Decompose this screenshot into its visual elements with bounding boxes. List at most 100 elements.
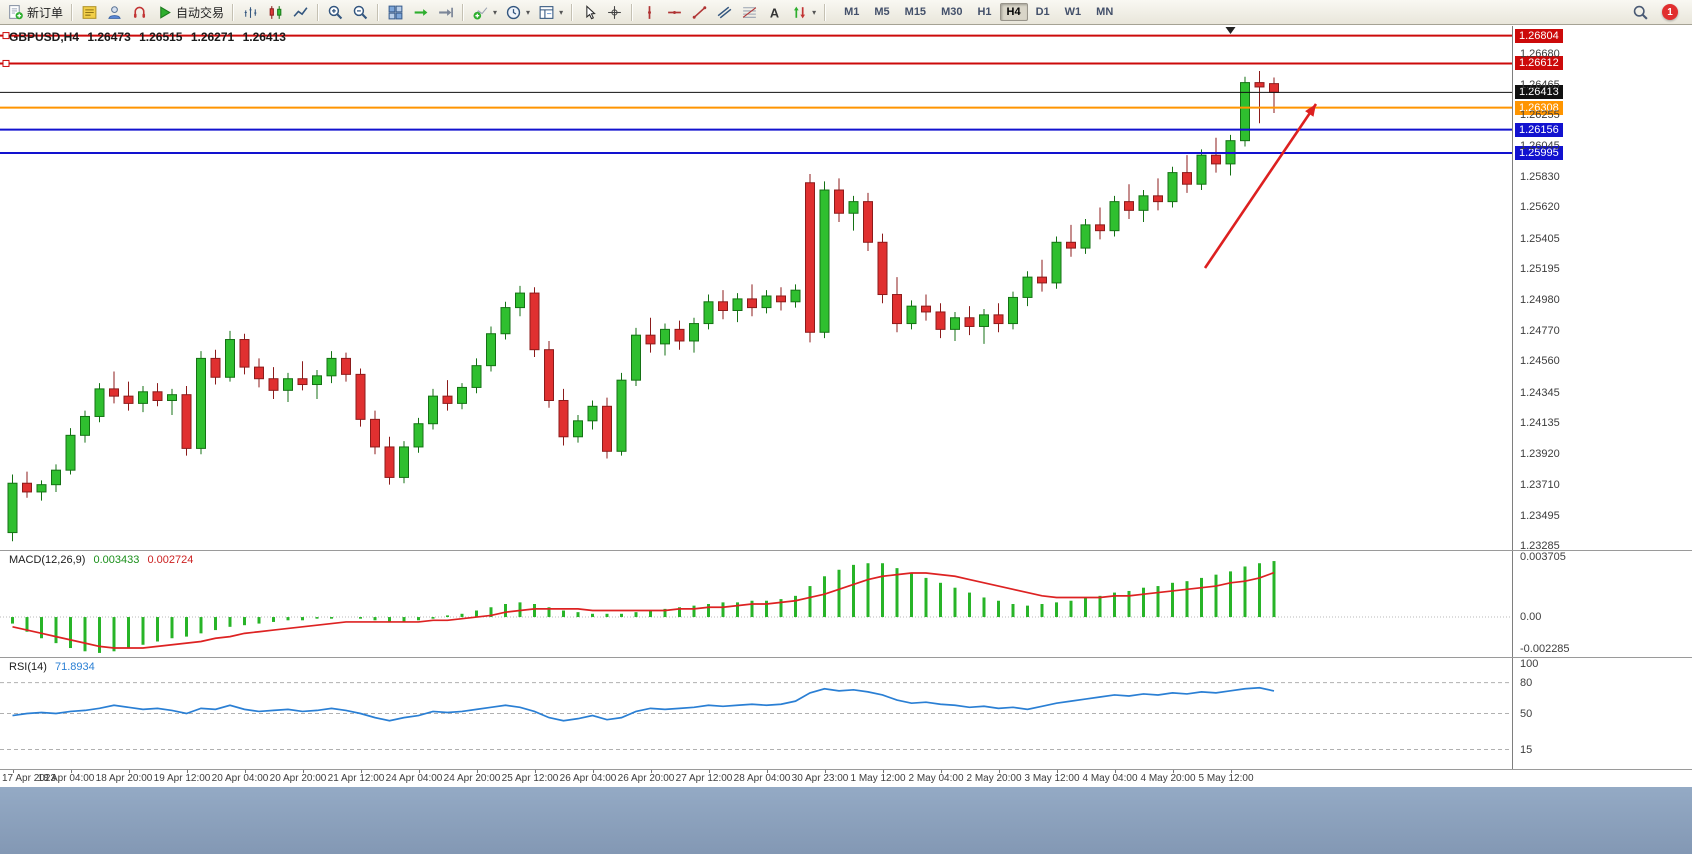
line-handle[interactable] bbox=[2, 32, 10, 40]
rsi-pane[interactable]: RSI(14) 71.8934 bbox=[0, 658, 1512, 769]
candle bbox=[1153, 195, 1163, 203]
time-axis[interactable]: 17 Apr 2023 18 Apr 04:00 18 Apr 20:00 19 Ap… bbox=[0, 770, 1692, 787]
candle bbox=[790, 289, 801, 303]
trend-arrow-annotation[interactable] bbox=[1203, 103, 1318, 269]
candle bbox=[877, 241, 888, 296]
line-handle[interactable] bbox=[2, 59, 10, 67]
hline-button[interactable] bbox=[663, 2, 686, 23]
time-axis-label: 3 May 12:00 bbox=[1024, 773, 1080, 784]
candle bbox=[152, 391, 163, 401]
templates-button[interactable]: ▾ bbox=[535, 2, 566, 23]
candle bbox=[529, 292, 540, 351]
tile-windows-button[interactable] bbox=[384, 2, 407, 23]
timeframe-button-mn[interactable]: MN bbox=[1096, 6, 1114, 18]
candle bbox=[1269, 83, 1279, 93]
price-axis-tick: 1.23710 bbox=[1520, 478, 1560, 491]
toolbar-separator bbox=[317, 3, 320, 21]
chart-shift-button[interactable] bbox=[434, 2, 457, 23]
timeframe-button-d1[interactable]: D1 bbox=[1035, 6, 1050, 18]
candlestick-plot bbox=[0, 27, 1512, 542]
templates-icon bbox=[539, 5, 554, 19]
cursor-button[interactable] bbox=[578, 2, 601, 23]
line-chart-button[interactable] bbox=[289, 2, 312, 23]
pane-separator[interactable] bbox=[0, 550, 1692, 551]
search-button[interactable] bbox=[1629, 2, 1652, 23]
candle-chart-button[interactable] bbox=[264, 2, 287, 23]
new-order-button[interactable]: 新订单 bbox=[4, 2, 66, 23]
rsi-axis[interactable]: 100 80 50 15 bbox=[1512, 658, 1692, 769]
price-axis-tick: 1.26255 bbox=[1520, 109, 1560, 122]
time-axis-tick bbox=[708, 770, 710, 773]
price-axis-tick: 1.25830 bbox=[1520, 170, 1560, 183]
candle bbox=[602, 405, 612, 452]
autotrading-button[interactable]: 自动交易 bbox=[153, 2, 227, 23]
periods-button[interactable]: ▾ bbox=[502, 2, 533, 23]
metaeditor-button[interactable] bbox=[78, 2, 101, 23]
candle bbox=[1066, 241, 1076, 249]
candle bbox=[1138, 195, 1149, 211]
zoom-out-button[interactable] bbox=[349, 2, 372, 23]
arrows-icon bbox=[794, 6, 806, 18]
timeframe-button-h1[interactable]: H1 bbox=[977, 6, 992, 18]
time-axis-label: 1 May 12:00 bbox=[850, 773, 906, 784]
channel-button[interactable] bbox=[713, 2, 736, 23]
indicators-button[interactable]: ▾ bbox=[469, 2, 500, 23]
price-axis-tick: 1.26465 bbox=[1520, 78, 1560, 91]
headset-icon bbox=[133, 6, 146, 18]
candle bbox=[1124, 201, 1134, 211]
arrow-head bbox=[1305, 104, 1316, 117]
vline-button[interactable] bbox=[638, 2, 661, 23]
toolbar-separator bbox=[631, 3, 634, 21]
price-axis-tick: 1.23920 bbox=[1520, 448, 1560, 461]
macd-signal-value: 0.002724 bbox=[147, 554, 194, 566]
candle bbox=[689, 323, 699, 342]
pane-separator[interactable] bbox=[0, 657, 1692, 658]
pane-separator[interactable] bbox=[0, 769, 1692, 770]
timeframe-button-m1[interactable]: M1 bbox=[844, 6, 860, 18]
candle bbox=[544, 349, 554, 401]
price-axis[interactable]: 1.26804 1.26612 1.26308 1.26156 1.25995 1.264… bbox=[1512, 26, 1692, 550]
trendline-button[interactable] bbox=[688, 2, 711, 23]
candle bbox=[674, 328, 685, 342]
chart-window: GBPUSD,H4 1.26473 1.26515 1.26271 1.2641… bbox=[0, 26, 1692, 787]
chart-line-icon bbox=[293, 6, 308, 17]
support-button[interactable] bbox=[128, 2, 151, 23]
timeframe-button-m5[interactable]: M5 bbox=[874, 6, 890, 18]
timeframe-button-m30[interactable]: M30 bbox=[941, 6, 963, 18]
time-axis-tick bbox=[302, 770, 304, 773]
editor-icon bbox=[82, 5, 97, 19]
timeframe-button-w1[interactable]: W1 bbox=[1064, 6, 1082, 18]
auto-scroll-button[interactable] bbox=[409, 2, 432, 23]
macd-axis[interactable]: 0.003705 0.00 -0.002285 bbox=[1512, 551, 1692, 657]
bar-chart-button[interactable] bbox=[239, 2, 262, 23]
notification-badge[interactable]: 1 bbox=[1662, 4, 1678, 20]
symbol-timeframe-label: GBPUSD,H4 bbox=[9, 30, 80, 44]
text-button[interactable]: A bbox=[763, 2, 786, 23]
price-level-badge: 1.26156 bbox=[1515, 122, 1563, 137]
candle bbox=[1109, 201, 1120, 232]
crosshair-button[interactable] bbox=[603, 2, 626, 23]
macd-label: MACD(12,26,9) 0.003433 0.002724 bbox=[9, 554, 193, 566]
macd-axis-tick: 0.003705 bbox=[1520, 551, 1566, 563]
candle bbox=[587, 405, 598, 422]
price-pane[interactable]: GBPUSD,H4 1.26473 1.26515 1.26271 1.2641… bbox=[0, 26, 1512, 550]
auto-scroll-icon bbox=[414, 8, 428, 16]
zoom-in-button[interactable] bbox=[324, 2, 347, 23]
timeframe-button-h4[interactable]: H4 bbox=[999, 3, 1028, 21]
macd-pane[interactable]: MACD(12,26,9) 0.003433 0.002724 bbox=[0, 551, 1512, 657]
time-axis-label: 30 Apr 23:00 bbox=[791, 773, 849, 784]
timeframe-button-m15[interactable]: M15 bbox=[904, 6, 927, 18]
chart-candles-icon bbox=[269, 5, 282, 19]
candle bbox=[196, 357, 206, 449]
time-axis-label: 26 Apr 04:00 bbox=[559, 773, 617, 784]
time-axis-label: 2 May 20:00 bbox=[966, 773, 1022, 784]
candle bbox=[660, 328, 670, 345]
profile-button[interactable] bbox=[103, 2, 126, 23]
candle bbox=[906, 305, 917, 325]
chart-shift-icon bbox=[439, 7, 453, 17]
time-axis-label: 17 Apr 2023 bbox=[2, 773, 56, 784]
time-axis-tick bbox=[128, 770, 130, 773]
fibonacci-button[interactable] bbox=[738, 2, 761, 23]
arrows-button[interactable]: ▾ bbox=[788, 2, 819, 23]
candle bbox=[1008, 296, 1018, 325]
